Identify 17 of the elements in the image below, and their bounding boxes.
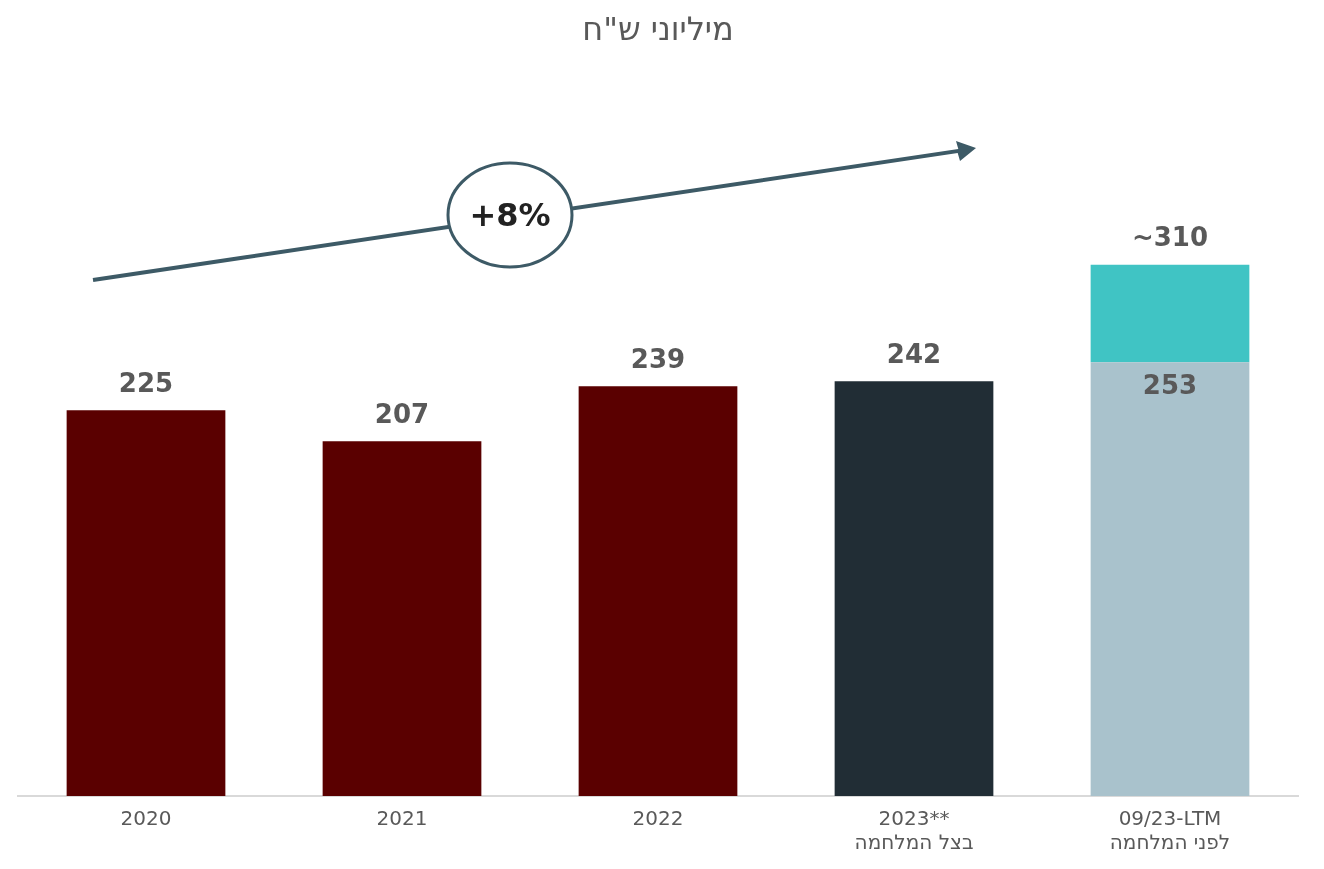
x-tick-label: 2021 bbox=[376, 806, 428, 831]
bar bbox=[1090, 264, 1250, 363]
data-label: 239 bbox=[630, 344, 686, 375]
data-label: 225 bbox=[118, 368, 174, 399]
bar bbox=[1090, 362, 1250, 796]
bar bbox=[322, 441, 482, 796]
total-label: ~310 bbox=[1131, 222, 1209, 253]
x-tick-label: 2020 bbox=[120, 806, 172, 831]
x-tick-label: 2022 bbox=[632, 806, 684, 831]
data-label: 207 bbox=[374, 398, 430, 429]
text: +8% bbox=[468, 196, 552, 234]
data-label: 253 bbox=[1142, 370, 1198, 401]
chart-title: מיליוני ש"ח bbox=[582, 9, 734, 48]
bar bbox=[66, 410, 226, 796]
bar bbox=[834, 381, 994, 796]
bar bbox=[578, 386, 738, 796]
data-label: 242 bbox=[886, 338, 942, 369]
